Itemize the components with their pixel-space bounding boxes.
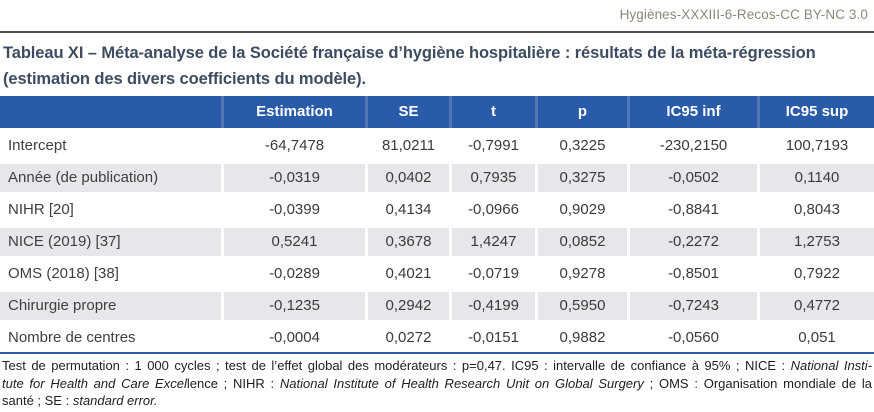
table-cell: -230,2150 (630, 128, 760, 160)
table-row: Nombre de centres -0,0004 0,0272 -0,0151 0,9… (0, 320, 874, 352)
table-cell: 0,8043 (760, 192, 874, 224)
table-cell: -0,0289 (224, 256, 368, 288)
footnote-line: Test de permutation : 1 000 cycles ; tes… (2, 357, 872, 375)
table-cell: -0,4199 (452, 288, 538, 320)
table-cell: -0,0719 (452, 256, 538, 288)
column-header: IC95 sup (760, 96, 874, 128)
table-cell: 81,0211 (368, 128, 452, 160)
table-cell: -0,0399 (224, 192, 368, 224)
table-header-row: Estimation SE t p IC95 inf IC95 sup (0, 96, 874, 128)
column-header: IC95 inf (630, 96, 760, 128)
meta-regression-table: Estimation SE t p IC95 inf IC95 sup Intercept… (0, 96, 874, 352)
table-cell: 0,1140 (760, 160, 874, 192)
table-container: Estimation SE t p IC95 inf IC95 sup Intercept… (0, 96, 874, 352)
footnote-line: santé ; SE : standard error. (2, 392, 872, 410)
row-label: NICE (2019) [37] (0, 224, 224, 256)
table-cell: -0,7243 (630, 288, 760, 320)
table-cell: 0,0272 (368, 320, 452, 352)
table-cell: 0,7935 (452, 160, 538, 192)
table-cell: 0,3225 (538, 128, 630, 160)
table-cell: 0,0852 (538, 224, 630, 256)
table-row: Année (de publication) -0,0319 0,0402 0,793… (0, 160, 874, 192)
table-row: NIHR [20] -0,0399 0,4134 -0,0966 0,9029 -0,88… (0, 192, 874, 224)
table-cell: -0,7991 (452, 128, 538, 160)
table-cell: -64,7478 (224, 128, 368, 160)
table-cell: -0,0502 (630, 160, 760, 192)
table-row: OMS (2018) [38] -0,0289 0,4021 -0,0719 0,927… (0, 256, 874, 288)
table-cell: 0,0402 (368, 160, 452, 192)
table-cell: 0,9278 (538, 256, 630, 288)
column-header: t (452, 96, 538, 128)
table-cell: 0,9882 (538, 320, 630, 352)
table-cell: 0,4021 (368, 256, 452, 288)
footnote-segment: ; OMS : Organisation mondiale de la (643, 375, 872, 391)
footnote: Test de permutation : 1 000 cycles ; tes… (2, 357, 872, 410)
table-row: NICE (2019) [37] 0,5241 0,3678 1,4247 0,0852… (0, 224, 874, 256)
row-label: Nombre de centres (0, 320, 224, 352)
table-cell: -0,0560 (630, 320, 760, 352)
table-row: Chirurgie propre -0,1235 0,2942 -0,4199 0,59… (0, 288, 874, 320)
column-header: p (538, 96, 630, 128)
table-cell: 0,3275 (538, 160, 630, 192)
column-header-label (0, 96, 224, 128)
table-cell: 0,5241 (224, 224, 368, 256)
table-row: Intercept -64,7478 81,0211 -0,7991 0,3225 -23… (0, 128, 874, 160)
table-cell: 1,4247 (452, 224, 538, 256)
footnote-italic-segment: National Insti- (790, 358, 873, 373)
table-cell: -0,8501 (630, 256, 760, 288)
table-cell: 100,7193 (760, 128, 874, 160)
table-cell: 1,2753 (760, 224, 874, 256)
row-label: NIHR [20] (0, 192, 224, 224)
footnote-italic-segment: standard error. (72, 393, 158, 408)
footnote-segment: santé ; SE : (2, 393, 73, 408)
journal-watermark: Hygiènes-XXXIII-6-Recos-CC BY-NC 3.0 (619, 7, 868, 22)
table-cell: -0,8841 (630, 192, 760, 224)
row-label: Intercept (0, 128, 224, 160)
table-cell: -0,0319 (224, 160, 368, 192)
table-cell: -0,0004 (224, 320, 368, 352)
table-cell: 0,9029 (538, 192, 630, 224)
table-cell: 0,5950 (538, 288, 630, 320)
top-rule (0, 31, 874, 33)
column-header: Estimation (224, 96, 368, 128)
table-cell: 0,4134 (368, 192, 452, 224)
row-label: Année (de publication) (0, 160, 224, 192)
footnote-italic-segment: National Institute of Health Research Un… (279, 375, 644, 391)
row-label: OMS (2018) [38] (0, 256, 224, 288)
table-cell: 0,4772 (760, 288, 874, 320)
table-cell: 0,7922 (760, 256, 874, 288)
table-cell: -0,0151 (452, 320, 538, 352)
table-cell: -0,0966 (452, 192, 538, 224)
bottom-rule (0, 352, 874, 354)
table-cell: 0,051 (760, 320, 874, 352)
table-cell: -0,1235 (224, 288, 368, 320)
table-cell: -0,2272 (630, 224, 760, 256)
table-cell: 0,2942 (368, 288, 452, 320)
row-label: Chirurgie propre (0, 288, 224, 320)
footnote-segment: lence ; NIHR : (186, 375, 280, 391)
column-header: SE (368, 96, 452, 128)
table-cell: 0,3678 (368, 224, 452, 256)
footnote-line: tute for Health and Care Excellence ; NI… (2, 375, 872, 393)
footnote-segment: Test de permutation : 1 000 cycles ; tes… (2, 358, 791, 373)
table-title: Tableau XI – Méta-analyse de la Société … (3, 44, 816, 88)
footnote-italic-segment: tute for Health and Care Excel (2, 375, 187, 391)
